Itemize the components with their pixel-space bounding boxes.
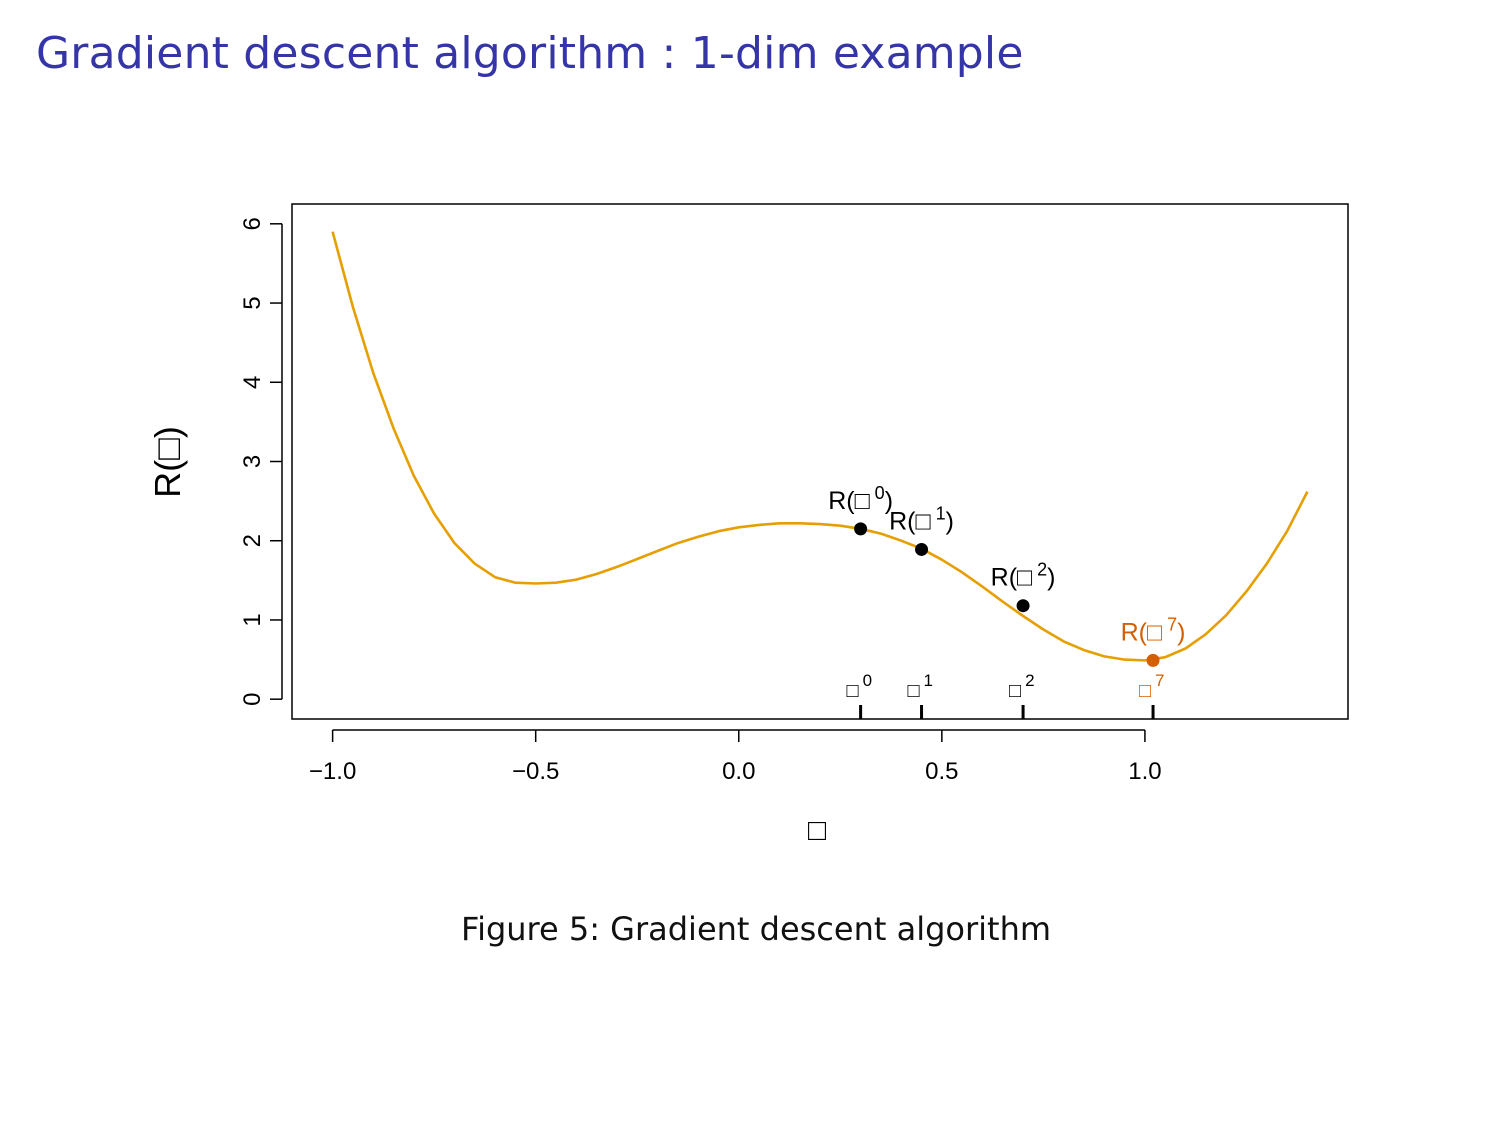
figure-caption: Figure 5: Gradient descent algorithm (460, 910, 1052, 948)
x-tick-label: 0.5 (925, 758, 958, 785)
y-tick-label: 2 (239, 534, 266, 547)
y-axis-title: R(□) (147, 426, 188, 498)
point-label: R(□ 7) (1121, 614, 1186, 646)
y-tick-label: 3 (239, 455, 266, 468)
rug-label-sup: 1 (924, 671, 933, 690)
y-tick-label: 1 (239, 613, 266, 626)
iterate-point (915, 542, 929, 556)
x-tick-label: 1.0 (1128, 758, 1161, 785)
rug-label-sup: 0 (863, 671, 872, 690)
x-tick-label: −0.5 (512, 758, 559, 785)
rug-label: □ (847, 680, 859, 702)
x-tick-label: 0.0 (722, 758, 755, 785)
plot-frame (291, 203, 1349, 720)
rug-label-sup: 2 (1025, 671, 1034, 690)
rug-label: □ (907, 680, 919, 702)
point-label: R(□ 0) (828, 483, 893, 515)
slide-title: Gradient descent algorithm : 1-dim examp… (36, 28, 1024, 79)
x-axis-title: □ (808, 814, 827, 847)
y-axis: 0 1 2 3 4 5 6 (239, 217, 283, 706)
y-tick-label: 0 (239, 693, 266, 706)
rug-label-sup: 7 (1155, 671, 1164, 690)
risk-curve (331, 231, 1309, 662)
rug-label: □ (1139, 680, 1151, 702)
iterate-point (854, 522, 868, 536)
point-label: R(□ 2) (991, 560, 1056, 592)
y-tick-label: 6 (239, 217, 266, 230)
x-tick-label: −1.0 (309, 758, 356, 785)
rug-label: □ (1009, 680, 1021, 702)
x-axis: −1.0 −0.5 0.0 0.5 1.0 (309, 729, 1162, 785)
y-tick-label: 5 (239, 296, 266, 309)
iterate-point (1016, 599, 1030, 613)
point-label: R(□ 1) (889, 503, 954, 535)
y-tick-label: 4 (239, 376, 266, 389)
iterate-point (1146, 653, 1160, 667)
iterate-points: R(□ 0)□ 0R(□ 1)□ 1R(□ 2)□ 2R(□ 7)□ 7 (828, 483, 1185, 719)
